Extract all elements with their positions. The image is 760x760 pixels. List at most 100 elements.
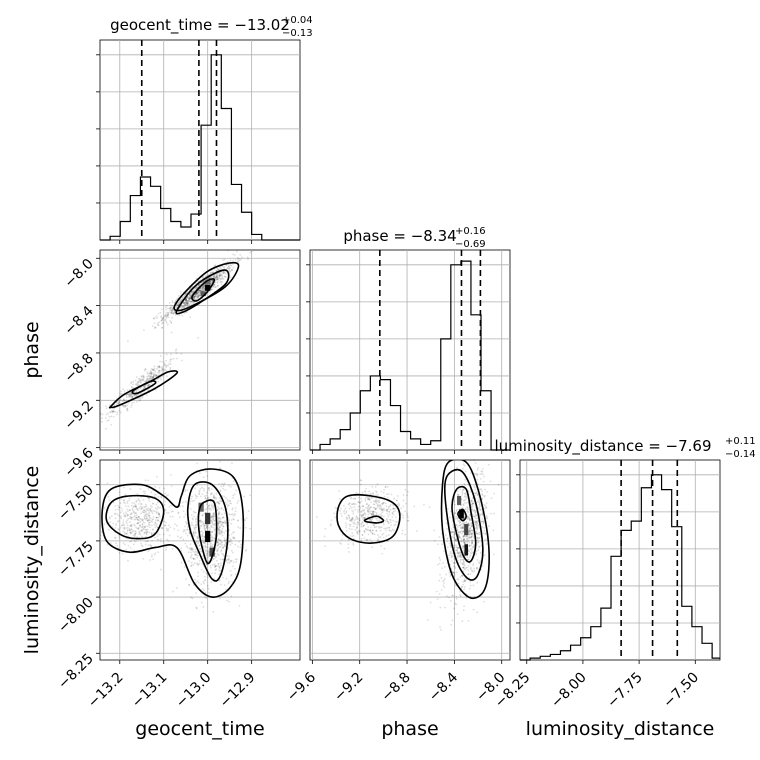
sample-point [190,497,193,500]
sample-point [157,511,159,514]
sample-point [367,508,370,510]
sample-point [153,510,156,513]
sample-point [124,404,127,407]
sample-point [150,373,153,376]
sample-point [135,499,138,502]
sample-point [232,551,234,554]
sample-point [130,382,132,384]
sample-point [131,507,134,510]
sample-point [181,359,183,362]
sample-point [214,556,217,559]
sample-point [148,379,151,381]
sample-point [189,548,192,551]
sample-point [132,543,135,546]
sample-point [177,529,180,532]
sample-point [202,284,205,287]
sample-point [474,510,477,513]
sample-point [135,376,138,378]
sample-point [135,382,138,385]
sample-point [469,513,471,516]
sample-point [222,547,225,550]
sample-point [145,384,148,387]
sample-point [182,296,184,298]
sample-point [190,548,193,551]
sample-point [173,523,176,526]
sample-point [218,579,221,582]
sample-point [350,520,353,523]
sample-point [193,553,196,556]
sample-point [132,380,135,383]
sample-point [460,523,463,526]
sample-point [217,528,220,531]
x-tick-label-phase: −8.4 [426,669,461,704]
sample-point [205,470,208,473]
sample-point [190,555,192,558]
sample-point [170,485,173,487]
sample-point [208,486,211,489]
sample-point [192,533,195,536]
sample-point [371,518,374,521]
sample-point [165,321,168,324]
sample-point [175,306,178,309]
sample-point [140,518,142,521]
sample-point [456,524,458,526]
sample-point [479,505,481,508]
sample-point [476,494,479,496]
sample-point [218,517,220,520]
sample-point [234,513,237,516]
sample-point [235,250,238,253]
sample-point [235,561,238,563]
sample-point [386,508,389,511]
sample-point [377,500,380,503]
sample-point [201,537,204,540]
sample-point [123,527,126,530]
sample-point [210,281,213,284]
sample-point [226,505,229,507]
sample-point [356,518,359,521]
sample-point [370,510,373,513]
sample-point [377,520,380,522]
sample-point [164,524,167,527]
sample-point [351,506,353,509]
sample-point [201,493,204,495]
sample-point [108,404,111,406]
sample-point [214,565,217,568]
sample-point [170,312,173,314]
sample-point [215,273,217,276]
sample-point [210,280,212,283]
sample-point [381,508,384,511]
sample-point [167,316,170,319]
sample-point [195,607,198,610]
sample-point [194,497,197,500]
sample-point [114,512,117,515]
sample-point [352,497,355,500]
sample-point [145,508,148,510]
sample-point [140,542,143,545]
sample-point [218,526,221,529]
sample-point [196,535,199,538]
sample-point [439,559,442,561]
sample-point [140,502,143,505]
sample-point [229,544,232,546]
sample-point [124,511,127,514]
sample-point [205,552,208,555]
sample-point [123,513,126,516]
sample-point [191,523,193,526]
sample-point [142,521,145,523]
sample-point [456,578,459,581]
sample-point [365,496,367,499]
sample-point [152,375,155,378]
sample-point [354,497,356,500]
sample-point [203,535,206,538]
sample-point [461,527,464,529]
sample-point [373,526,376,529]
sample-point [359,507,362,509]
sample-point [468,533,471,536]
sample-point [185,302,188,305]
sample-point [153,493,156,496]
sample-point [145,505,148,508]
sample-point [360,522,363,525]
sample-point [151,506,153,508]
sample-point [374,508,377,511]
sample-point [138,531,141,534]
